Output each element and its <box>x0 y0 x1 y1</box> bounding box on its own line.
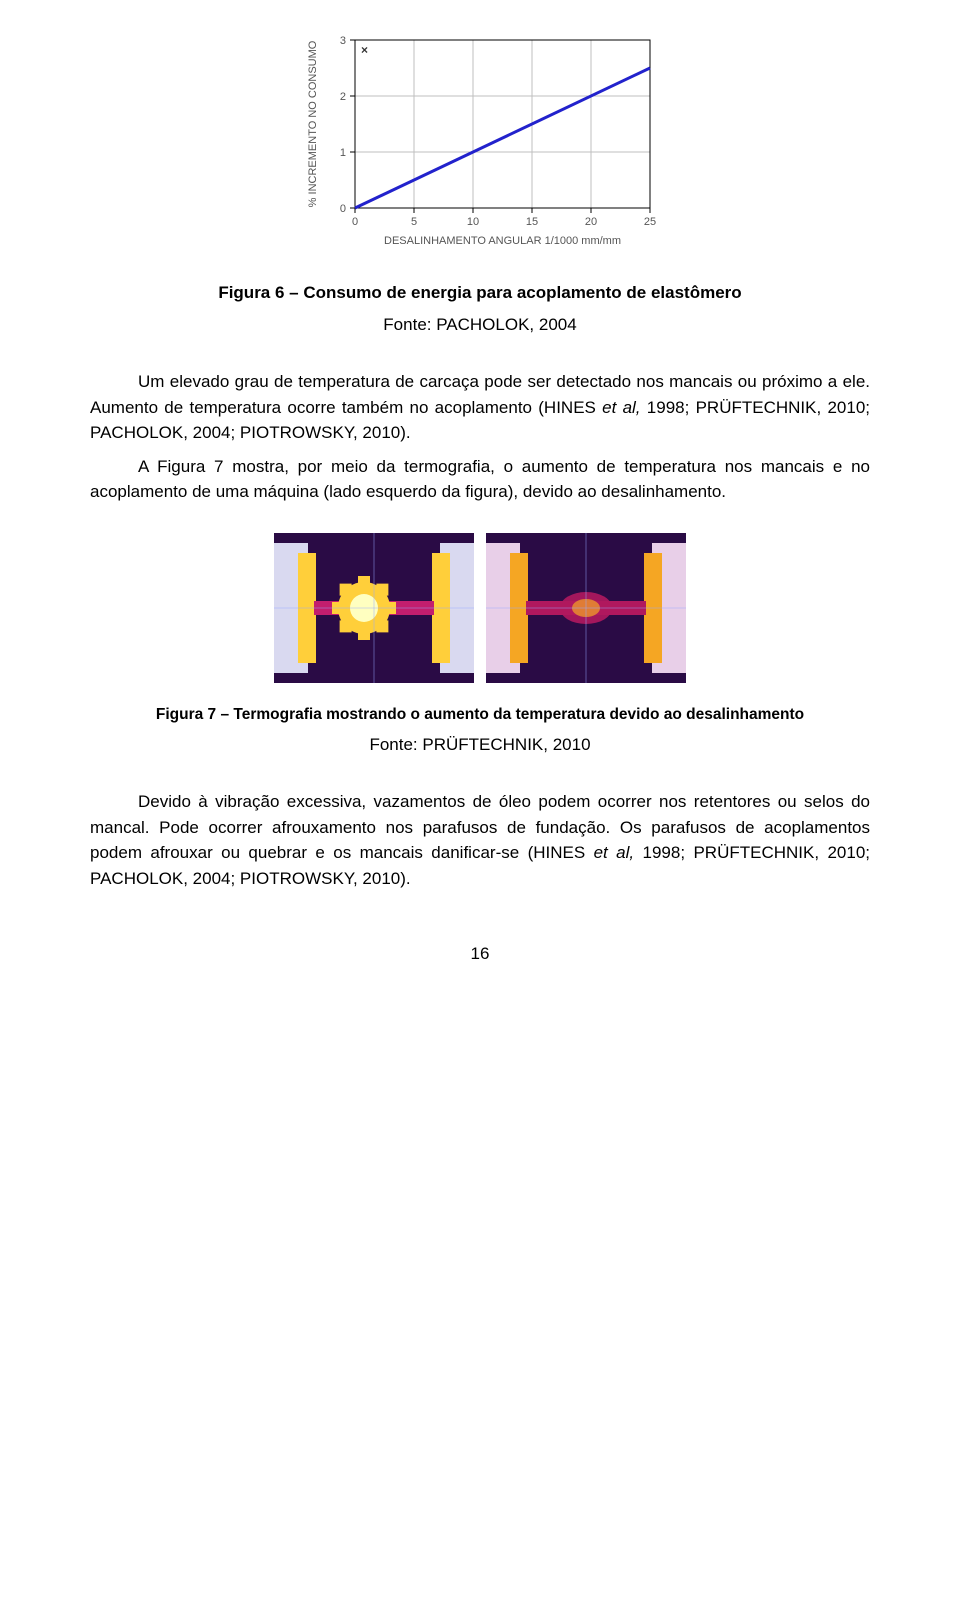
p1-b-italic: et al, <box>602 398 640 417</box>
svg-text:% INCREMENTO NO CONSUMO: % INCREMENTO NO CONSUMO <box>307 40 319 207</box>
thermo-container <box>90 533 870 683</box>
svg-text:25: 25 <box>644 216 656 228</box>
chart-container: 0 5 10 15 20 25 0 1 2 3 × DESALINHAMENTO ANGULAR 1/… <box>90 30 870 250</box>
figure6-caption: Figura 6 – Consumo de energia para acopl… <box>90 280 870 306</box>
svg-text:2: 2 <box>340 91 346 103</box>
figure6-source: Fonte: PACHOLOK, 2004 <box>90 312 870 338</box>
figure7-caption: Figura 7 – Termografia mostrando o aumen… <box>90 703 870 726</box>
svg-text:10: 10 <box>467 216 479 228</box>
thermo-image-left <box>274 533 474 683</box>
svg-text:DESALINHAMENTO ANGULAR 1/1000: DESALINHAMENTO ANGULAR 1/1000 mm/mm <box>384 235 621 247</box>
svg-text:1: 1 <box>340 147 346 159</box>
page-number: 16 <box>90 941 870 967</box>
svg-text:0: 0 <box>352 216 358 228</box>
svg-text:5: 5 <box>411 216 417 228</box>
paragraph-1: Um elevado grau de temperatura de carcaç… <box>90 369 870 446</box>
paragraph-2: A Figura 7 mostra, por meio da termograf… <box>90 454 870 505</box>
thermo-panel <box>274 533 686 683</box>
svg-text:×: × <box>361 43 368 57</box>
svg-text:20: 20 <box>585 216 597 228</box>
p3-b-italic: et al, <box>594 843 635 862</box>
svg-text:15: 15 <box>526 216 538 228</box>
svg-text:3: 3 <box>340 35 346 47</box>
paragraph-3: Devido à vibração excessiva, vazamentos … <box>90 789 870 891</box>
svg-text:0: 0 <box>340 203 346 215</box>
thermo-image-right <box>486 533 686 683</box>
figure7-source: Fonte: PRÜFTECHNIK, 2010 <box>90 732 870 758</box>
line-chart: 0 5 10 15 20 25 0 1 2 3 × DESALINHAMENTO ANGULAR 1/… <box>300 30 660 250</box>
